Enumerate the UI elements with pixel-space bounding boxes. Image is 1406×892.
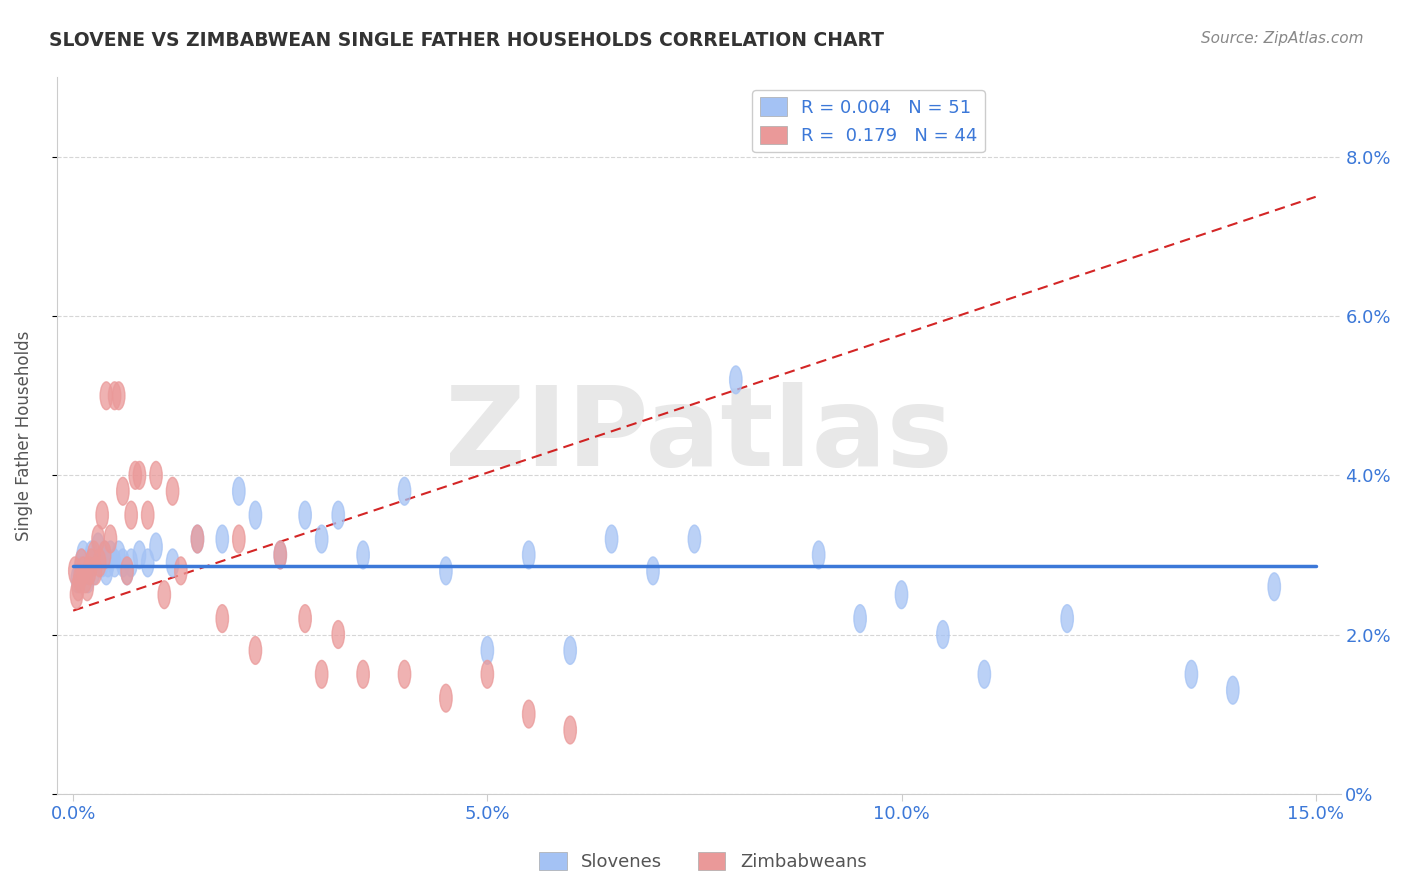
Text: Source: ZipAtlas.com: Source: ZipAtlas.com: [1201, 31, 1364, 46]
Text: SLOVENE VS ZIMBABWEAN SINGLE FATHER HOUSEHOLDS CORRELATION CHART: SLOVENE VS ZIMBABWEAN SINGLE FATHER HOUS…: [49, 31, 884, 50]
Legend: Slovenes, Zimbabweans: Slovenes, Zimbabweans: [533, 845, 873, 879]
Text: ZIPatlas: ZIPatlas: [444, 382, 952, 489]
Y-axis label: Single Father Households: Single Father Households: [15, 330, 32, 541]
Legend: R = 0.004   N = 51, R =  0.179   N = 44: R = 0.004 N = 51, R = 0.179 N = 44: [752, 90, 984, 153]
